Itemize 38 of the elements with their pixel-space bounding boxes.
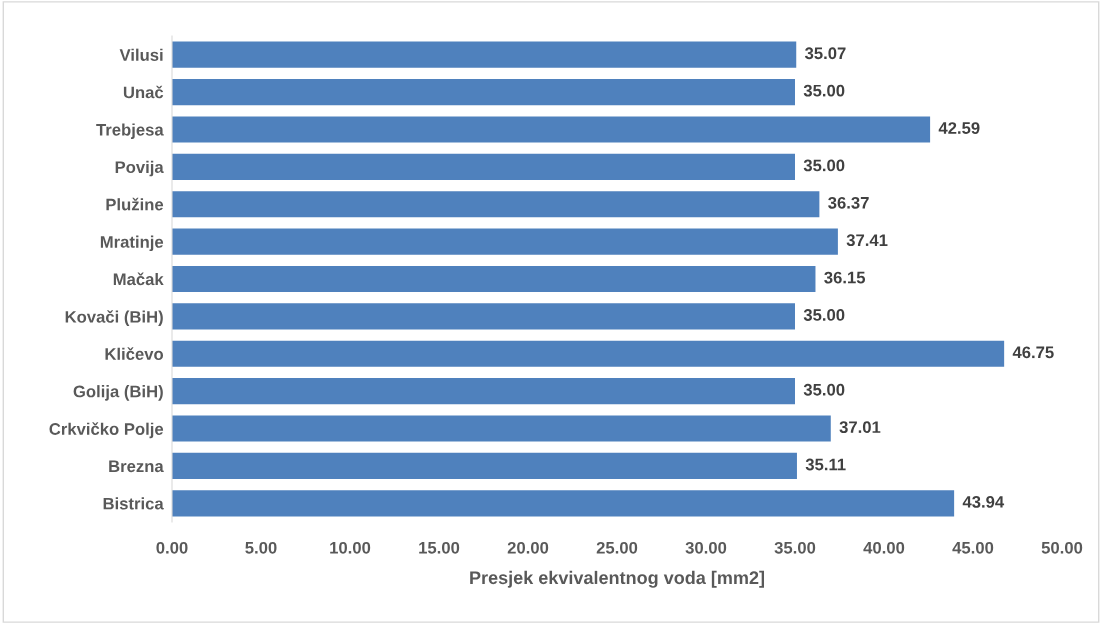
x-tick-label: 35.00 xyxy=(774,541,816,554)
y-tick-label: Plužine xyxy=(106,197,164,211)
data-label: 43.94 xyxy=(962,495,1005,508)
data-label: 35.11 xyxy=(805,458,846,471)
data-label: 42.59 xyxy=(938,122,980,134)
y-tick-label: Mačak xyxy=(113,272,164,286)
x-tick-label: 50.00 xyxy=(1041,541,1083,554)
data-label: 35.00 xyxy=(803,383,845,396)
x-tick-label: 40.00 xyxy=(863,541,905,554)
data-label: 35.00 xyxy=(803,159,845,172)
y-tick-label: Crkvičko Polje xyxy=(49,422,164,439)
y-tick-label: Brezna xyxy=(109,460,164,473)
data-label: 37.41 xyxy=(846,234,888,247)
x-tick-label: 45.00 xyxy=(952,541,994,554)
y-tick-label: Bistrica xyxy=(103,497,164,510)
x-tick-label: 10.00 xyxy=(330,541,371,554)
x-tick-label: 30.00 xyxy=(685,541,727,554)
data-label: 36.15 xyxy=(824,271,866,284)
x-tick-label: 25.00 xyxy=(596,541,638,554)
x-axis-title: Presjek ekvivalentnog voda [mm2] xyxy=(470,570,765,588)
data-label: 35.00 xyxy=(803,309,845,321)
data-label: 35.00 xyxy=(803,84,845,97)
y-tick-label: Povija xyxy=(115,160,164,177)
x-tick-label: 15.00 xyxy=(419,541,460,554)
data-label: 46.75 xyxy=(1012,346,1054,359)
x-tick-label: 20.00 xyxy=(507,541,549,554)
x-tick-label: 5.00 xyxy=(245,541,277,554)
x-tick-label: 0.00 xyxy=(156,541,188,554)
data-label: 35.07 xyxy=(804,47,846,60)
y-tick-label: Kovači (BiH) xyxy=(65,310,163,327)
y-tick-label: Mratinje xyxy=(100,235,164,252)
y-tick-label: Vilusi xyxy=(119,48,163,61)
data-label: 36.37 xyxy=(828,196,869,209)
y-tick-label: Trebjesa xyxy=(96,123,164,139)
y-tick-label: Golija (BiH) xyxy=(73,385,163,401)
y-tick-label: Kličevo xyxy=(105,347,164,360)
data-label: 37.01 xyxy=(839,421,881,434)
y-tick-label: Unač xyxy=(123,85,164,99)
